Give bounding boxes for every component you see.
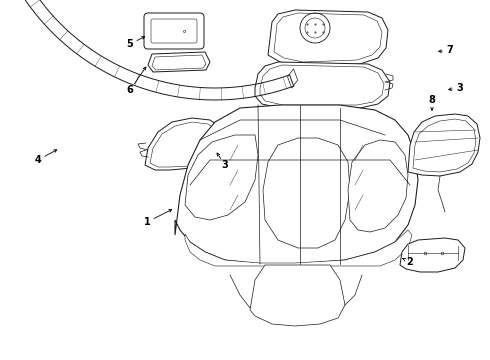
Text: 3: 3 <box>221 160 228 170</box>
Text: 4: 4 <box>35 155 41 165</box>
Polygon shape <box>145 118 228 170</box>
Polygon shape <box>400 238 465 272</box>
Text: 7: 7 <box>446 45 453 55</box>
Polygon shape <box>250 265 345 326</box>
Polygon shape <box>255 62 390 108</box>
Polygon shape <box>148 52 210 72</box>
FancyBboxPatch shape <box>151 19 197 43</box>
Polygon shape <box>185 135 258 220</box>
Text: 2: 2 <box>407 257 414 267</box>
Text: 1: 1 <box>144 217 150 227</box>
Text: 5: 5 <box>126 39 133 49</box>
Polygon shape <box>408 114 480 176</box>
Polygon shape <box>274 13 382 62</box>
Polygon shape <box>413 119 476 172</box>
Text: 3: 3 <box>457 83 464 93</box>
FancyBboxPatch shape <box>144 13 204 49</box>
Polygon shape <box>152 55 206 70</box>
Polygon shape <box>348 140 408 232</box>
Text: 6: 6 <box>126 85 133 95</box>
Polygon shape <box>288 69 297 88</box>
Text: 8: 8 <box>429 95 436 105</box>
Polygon shape <box>185 230 412 266</box>
Polygon shape <box>150 122 224 167</box>
Polygon shape <box>175 105 418 264</box>
Polygon shape <box>268 10 388 66</box>
Polygon shape <box>260 65 384 105</box>
Polygon shape <box>263 138 350 248</box>
